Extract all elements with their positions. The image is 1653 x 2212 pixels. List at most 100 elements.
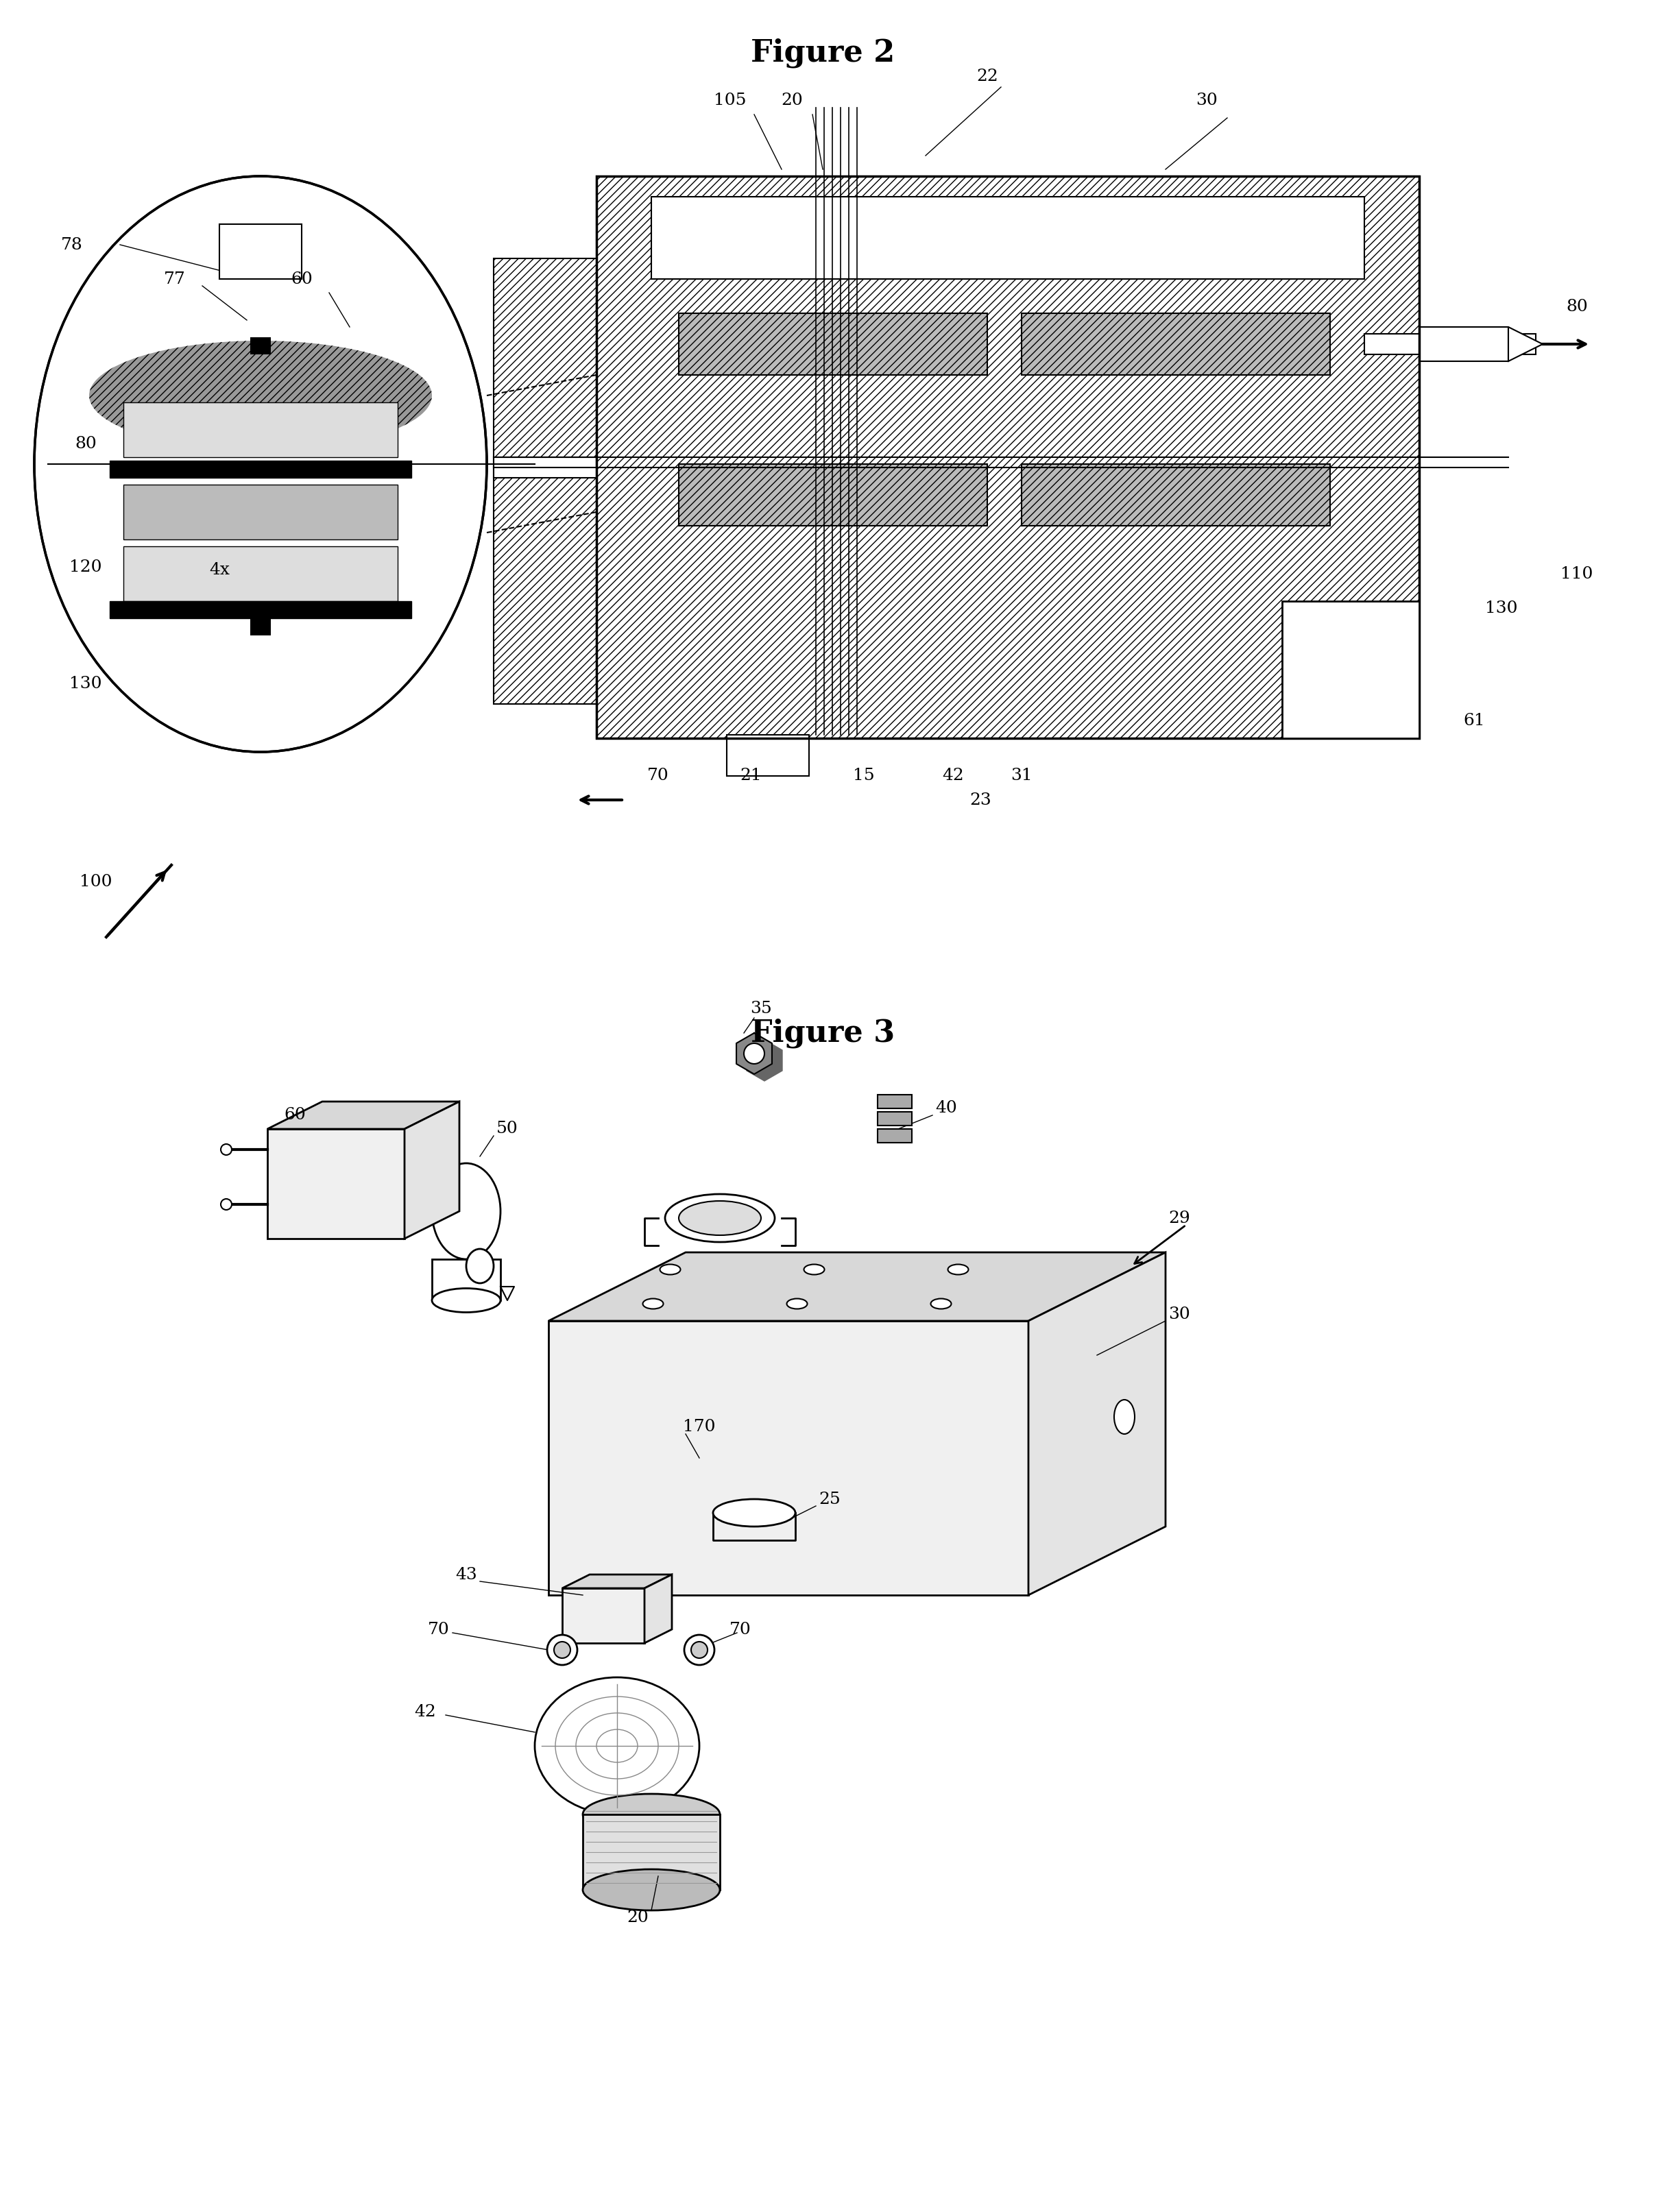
Ellipse shape (803, 1265, 825, 1274)
Text: 25: 25 (818, 1491, 840, 1506)
Polygon shape (645, 1575, 671, 1644)
Polygon shape (268, 1128, 405, 1239)
Bar (597, 177, 1420, 739)
Text: 30: 30 (1195, 93, 1218, 108)
Circle shape (691, 1641, 707, 1659)
Bar (679, 465, 987, 526)
Ellipse shape (89, 341, 431, 451)
Text: 100: 100 (79, 874, 112, 889)
Ellipse shape (679, 1201, 760, 1234)
Text: 21: 21 (741, 768, 762, 783)
Text: 50: 50 (496, 1121, 519, 1137)
Text: 130: 130 (1484, 599, 1517, 615)
Bar (651, 197, 1364, 279)
Text: 40: 40 (936, 1102, 957, 1117)
Bar (124, 403, 398, 458)
Ellipse shape (431, 1287, 501, 1312)
Polygon shape (562, 1575, 671, 1588)
Bar (431, 1259, 501, 1301)
Text: 42: 42 (942, 768, 964, 783)
Text: 78: 78 (61, 237, 83, 252)
Text: 170: 170 (683, 1420, 716, 1436)
Text: Figure 3: Figure 3 (750, 1018, 894, 1048)
Text: 35: 35 (750, 1002, 772, 1018)
Text: 70: 70 (648, 768, 669, 783)
Text: 70: 70 (428, 1621, 450, 1637)
Circle shape (744, 1044, 764, 1064)
Bar (1283, 602, 1420, 739)
Text: 43: 43 (455, 1566, 478, 1582)
Text: 22: 22 (977, 69, 998, 84)
Bar (878, 1128, 912, 1144)
Circle shape (222, 1144, 231, 1155)
Text: 42: 42 (415, 1703, 436, 1719)
Bar (494, 259, 597, 703)
Polygon shape (562, 1588, 645, 1644)
Bar (109, 460, 412, 478)
Circle shape (547, 1635, 577, 1666)
Bar (679, 314, 987, 376)
Bar (597, 177, 1420, 739)
Text: 120: 120 (69, 560, 102, 575)
Text: 60: 60 (284, 1108, 306, 1124)
Polygon shape (405, 1102, 460, 1239)
Ellipse shape (431, 1164, 501, 1259)
Bar (1022, 314, 1331, 376)
Polygon shape (268, 1102, 460, 1128)
Ellipse shape (466, 1250, 494, 1283)
Bar (220, 223, 301, 279)
Ellipse shape (787, 1298, 807, 1310)
Text: 31: 31 (1010, 768, 1033, 783)
Ellipse shape (584, 1869, 721, 1911)
Circle shape (554, 1641, 570, 1659)
Bar (250, 619, 271, 635)
Text: 30: 30 (1169, 1305, 1190, 1323)
Bar (1420, 327, 1508, 361)
Polygon shape (1028, 1252, 1165, 1595)
Bar (220, 223, 301, 279)
Text: 77: 77 (164, 272, 185, 288)
Ellipse shape (1114, 1400, 1134, 1433)
Polygon shape (747, 1040, 782, 1082)
Text: 80: 80 (1565, 299, 1589, 314)
Circle shape (684, 1635, 714, 1666)
Ellipse shape (660, 1265, 681, 1274)
Text: 130: 130 (69, 675, 102, 692)
Text: 110: 110 (1560, 566, 1593, 582)
Text: 80: 80 (74, 436, 96, 451)
Text: 60: 60 (291, 272, 312, 288)
Bar (250, 336, 271, 354)
Text: 15: 15 (853, 768, 874, 783)
Bar (1364, 334, 1536, 354)
Text: 105: 105 (714, 93, 747, 108)
Ellipse shape (665, 1194, 775, 1243)
Polygon shape (549, 1252, 1165, 1321)
Ellipse shape (712, 1500, 795, 1526)
Text: 61: 61 (1463, 712, 1484, 730)
Bar (878, 1095, 912, 1108)
Text: 20: 20 (626, 1909, 648, 1924)
Bar (584, 1814, 721, 1889)
Bar (727, 734, 808, 776)
Ellipse shape (584, 1794, 721, 1836)
Bar (878, 1113, 912, 1126)
Bar (124, 484, 398, 540)
Text: 70: 70 (729, 1621, 752, 1637)
Polygon shape (1508, 327, 1542, 361)
Polygon shape (736, 1033, 772, 1075)
Ellipse shape (947, 1265, 969, 1274)
Circle shape (222, 1199, 231, 1210)
Polygon shape (549, 1321, 1028, 1595)
Text: 23: 23 (970, 792, 992, 807)
Bar (124, 546, 398, 602)
Ellipse shape (536, 1677, 699, 1814)
Bar (1022, 465, 1331, 526)
Ellipse shape (643, 1298, 663, 1310)
Text: 4x: 4x (210, 562, 230, 577)
Text: 29: 29 (1169, 1210, 1190, 1225)
Ellipse shape (35, 177, 486, 752)
Text: 20: 20 (780, 93, 803, 108)
Bar (109, 602, 412, 619)
Text: Figure 2: Figure 2 (750, 38, 894, 69)
Ellipse shape (931, 1298, 950, 1310)
